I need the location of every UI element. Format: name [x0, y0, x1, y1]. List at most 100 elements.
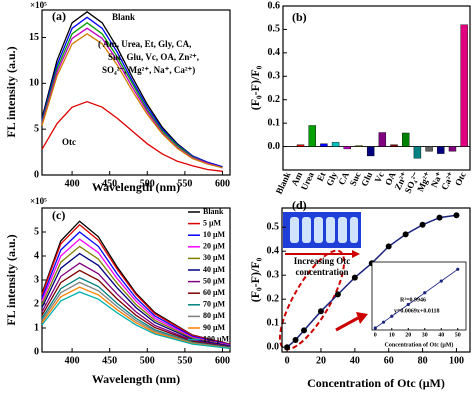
x-tick-label: 550: [177, 355, 192, 366]
x-tick-label: 20: [316, 355, 326, 366]
annotation: y=0.0069x+0.0118: [394, 308, 440, 314]
x-tick-label: 400: [65, 355, 80, 366]
plot-frame: [281, 207, 471, 353]
x-tick-label: 30: [422, 332, 428, 338]
panel-label: (c): [52, 208, 65, 222]
x-tick-label: 450: [102, 355, 117, 366]
plot-frame: [41, 207, 231, 353]
arrow: [335, 316, 359, 332]
data-point: [381, 320, 386, 324]
spectrum-line: [41, 33, 223, 169]
data-point: [385, 243, 392, 250]
y-tick-label: 0: [34, 346, 39, 357]
spectrum-line: [41, 281, 231, 349]
y-axis-label: (F₀-F)/F₀: [248, 257, 262, 302]
spectrum-line: [41, 286, 231, 349]
annotation: Blank: [112, 12, 135, 22]
legend-label: 90 μM: [203, 323, 226, 332]
y-tick-label: 15: [29, 32, 39, 43]
bar: [390, 144, 398, 147]
vials: [290, 217, 358, 243]
data-point: [453, 212, 460, 219]
x-tick-label: Vc: [373, 170, 387, 184]
data-point: [423, 291, 427, 295]
annotation: ( Am, Urea, Et, Gly, CA,: [98, 39, 191, 49]
bar: [402, 132, 410, 147]
arrow-head: [356, 312, 368, 324]
y-tick-label: 1: [34, 322, 39, 333]
y-tick-label: 0.4: [267, 245, 280, 256]
y-axis-label: FL intensity (a.u.): [4, 234, 18, 325]
spectrum-line: [41, 245, 231, 347]
data-point: [292, 337, 299, 343]
x-axis-label: Wavelength (nm): [92, 372, 180, 386]
annotation: Otc: [62, 137, 76, 147]
x-axis-label: Wavelength (nm): [92, 180, 180, 194]
x-tick-label: 20: [405, 332, 411, 338]
x-tick-label: 60: [384, 355, 394, 366]
axis-multiplier: ×10⁵: [30, 0, 47, 10]
axis-multiplier: ×10⁵: [30, 196, 47, 206]
data-point: [317, 308, 324, 315]
y-axis-label: FL intensity (a.u.): [4, 46, 18, 137]
x-tick-label: 600: [215, 355, 230, 366]
y-tick-label: 3: [34, 274, 39, 285]
legend-label: 100 μM: [203, 334, 230, 343]
x-tick-label: 500: [140, 355, 155, 366]
panel-label: (b): [292, 10, 307, 24]
bar: [366, 146, 375, 157]
data-point: [334, 291, 341, 298]
data-point: [301, 327, 308, 334]
annotation: Increasing Otc: [294, 256, 351, 266]
y-tick-label: 0.2: [268, 94, 281, 105]
legend-label: 50 μM: [203, 276, 226, 285]
y-tick-label: 2: [34, 298, 39, 309]
legend-label: 5 μM: [203, 218, 222, 227]
x-axis-label: Concentration of Otc (μM): [307, 376, 445, 390]
x-tick-label: Et: [315, 170, 328, 182]
bar: [320, 143, 328, 147]
x-tick-label: 0: [285, 355, 290, 366]
x-tick-label: 400: [65, 178, 80, 189]
bar: [308, 125, 316, 147]
y-tick-label: 0.5: [267, 221, 280, 232]
data-point: [351, 274, 358, 281]
x-tick-label: 40: [438, 332, 444, 338]
legend-label: 30 μM: [203, 253, 226, 262]
bar: [355, 145, 363, 147]
x-tick-label: Otc: [453, 170, 468, 187]
data-point: [439, 279, 443, 283]
legend-label: 40 μM: [203, 265, 226, 274]
annotation: Suc, Glu, Vc, OA, Zn²⁺,: [108, 52, 199, 62]
bar: [378, 132, 387, 147]
bar: [448, 146, 457, 152]
highlight-ellipse: [278, 249, 346, 351]
plot-frame: [282, 5, 471, 171]
x-tick-label: 550: [177, 178, 192, 189]
data-point: [402, 231, 409, 238]
data-point: [456, 267, 460, 271]
y-tick-label: 5: [34, 123, 39, 134]
spectrum-line: [41, 231, 231, 346]
x-tick-label: 0: [374, 332, 377, 338]
y-tick-label: 0.1: [268, 117, 281, 128]
x-tick-label: 40: [350, 355, 360, 366]
spectrum-line: [41, 262, 231, 348]
x-tick-label: 50: [455, 332, 461, 338]
legend-label: Blank: [203, 207, 224, 216]
y-axis-label: (F₀-F)/F₀: [248, 65, 262, 110]
x-axis-label: Concentration of Otc (μM): [385, 341, 454, 348]
data-point: [436, 214, 443, 221]
spectrum-line: [41, 252, 231, 347]
y-tick-label: 0.0: [267, 341, 280, 352]
spectrum-line: [41, 238, 231, 346]
bar: [296, 144, 305, 147]
y-tick-label: 4: [34, 250, 39, 261]
x-tick-label: 10: [389, 332, 395, 338]
panel-label: (a): [52, 9, 66, 23]
x-tick-label: 100: [449, 355, 464, 366]
spectrum-line: [41, 291, 231, 350]
data-point: [284, 344, 291, 351]
spectrum-line: [41, 223, 231, 345]
